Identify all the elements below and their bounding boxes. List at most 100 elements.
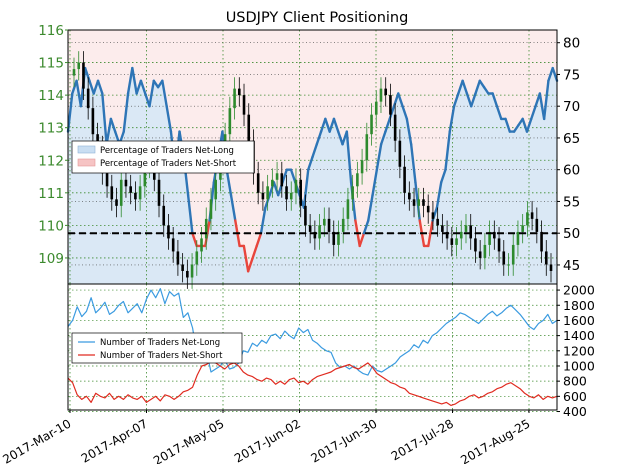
right-axis-tick-label: 50: [563, 226, 580, 242]
candle-body: [77, 62, 81, 70]
candle-body: [289, 192, 293, 200]
percent-long-segment: [92, 79, 100, 95]
candle-body: [540, 231, 543, 252]
candle-body: [403, 166, 406, 193]
candle-body: [544, 251, 548, 265]
percent-long-segment: [482, 85, 490, 95]
percent-long-segment: [324, 117, 331, 133]
candle-body: [195, 251, 199, 265]
percent-long-segment: [547, 66, 554, 83]
candle-body: [483, 244, 487, 258]
percent-long-segment: [367, 193, 374, 222]
legend-label-count-long: Number of Traders Net-Long: [100, 338, 220, 348]
percent-long-segment: [474, 79, 481, 95]
candle-body: [105, 173, 109, 187]
percent-long-segment: [439, 168, 447, 184]
legend-label-net-long: Percentage of Traders Net-Long: [100, 146, 234, 156]
percent-long-segment: [109, 117, 117, 133]
left-axis-tick-label: 114: [38, 88, 64, 104]
top-left-axis: 109 110 111 112 113 114 115 116: [38, 23, 68, 267]
percent-long-segment: [435, 181, 443, 210]
candle-body: [157, 179, 161, 206]
x-axis-tick-label: 2017-May-05: [151, 416, 226, 464]
candle-body: [209, 199, 213, 219]
bottom-axis-tick-label: 1400: [563, 328, 595, 343]
percent-long-segment: [311, 143, 318, 159]
candle-body: [346, 199, 350, 219]
percent-long-segment: [191, 231, 198, 248]
chart-title: USDJPY Client Positioning: [226, 10, 409, 26]
percent-long-segment: [401, 104, 409, 121]
percent-long-segment: [105, 117, 113, 146]
percent-long-segment: [551, 66, 559, 83]
candle-body: [431, 212, 435, 219]
candle-body: [507, 264, 510, 266]
percent-long-segment: [302, 168, 310, 210]
percent-long-segment: [96, 79, 104, 95]
candle-body: [478, 251, 482, 258]
candle-body: [143, 166, 147, 187]
candle-body: [233, 88, 236, 109]
candle-body: [455, 238, 458, 245]
net-long-count-line: [67, 288, 558, 376]
right-axis-tick-label: 60: [563, 163, 580, 179]
top-legend-box: [71, 140, 255, 174]
percent-long-segment: [229, 193, 237, 222]
candle-body: [436, 218, 439, 226]
candle-body: [488, 231, 491, 245]
percent-long-segment: [478, 79, 486, 89]
left-axis-tick-label: 112: [38, 153, 64, 169]
candle-body: [511, 244, 515, 265]
bottom-axis-tick-label: 400: [563, 404, 587, 419]
percent-long-segment: [242, 244, 250, 273]
candle-body: [379, 88, 383, 102]
left-axis-tick-label: 109: [38, 251, 64, 267]
percent-long-segment: [530, 104, 537, 121]
candle-body: [445, 231, 449, 239]
candle-body: [521, 225, 524, 232]
candle-body: [304, 205, 307, 226]
candle-body: [190, 264, 194, 278]
bottom-axis-tick-label: 600: [563, 389, 587, 404]
x-axis-tick-label: 2017-Apr-07: [79, 416, 150, 464]
percent-long-segment: [384, 117, 391, 133]
percent-long-segment: [448, 104, 456, 133]
x-axis-tick-label: 2017-Mar-10: [0, 416, 73, 464]
candle-body: [422, 199, 425, 206]
percent-long-segment: [225, 168, 233, 197]
candle-body: [294, 179, 298, 193]
candle-body: [459, 231, 463, 239]
candle-body: [516, 231, 520, 245]
legend-label-count-short: Number of Traders Net-Short: [100, 351, 223, 361]
percent-long-segment: [427, 219, 434, 248]
candle-body: [351, 186, 354, 200]
top-panel: 109 110 111 112 113 114 115 116 45 50 55 60 65 70 75 8…: [38, 23, 580, 289]
candle-body: [237, 88, 241, 96]
candle-body: [115, 199, 118, 206]
top-legend: Percentage of Traders Net-Long Percentag…: [71, 140, 255, 174]
percent-long-segment: [409, 143, 417, 184]
percent-long-segment: [512, 124, 520, 133]
x-axis-tick-label: 2017-Jun-30: [309, 416, 380, 464]
left-axis-tick-label: 111: [38, 186, 64, 202]
percent-long-segment: [122, 92, 130, 133]
right-axis-tick-label: 45: [563, 258, 580, 274]
percent-long-segment: [255, 231, 263, 248]
candle-body: [327, 218, 331, 232]
candle-body: [275, 173, 279, 180]
percent-long-segment: [358, 231, 366, 248]
candle-body: [441, 225, 444, 232]
candle-body: [129, 186, 132, 193]
percent-long-segment: [332, 117, 340, 133]
candle-body: [313, 231, 317, 239]
candle-body: [299, 179, 302, 206]
percent-long-segment: [281, 168, 288, 184]
candle-body: [247, 114, 251, 141]
candle-body: [72, 69, 76, 76]
candle-body: [138, 186, 142, 200]
candle-body: [337, 231, 340, 245]
percent-long-segment: [88, 79, 95, 95]
percent-long-segment: [495, 104, 503, 121]
trader-count-series: [67, 288, 558, 406]
